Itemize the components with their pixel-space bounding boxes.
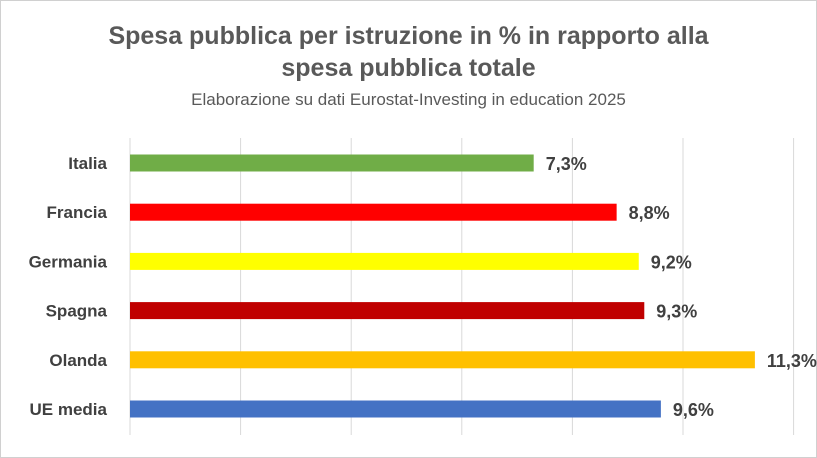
category-label: Francia [47,203,108,222]
data-label: 9,3% [656,302,697,322]
bar [130,400,661,418]
chart-title-line-1: Spesa pubblica per istruzione in % in ra… [108,22,709,50]
chart-title: Spesa pubblica per istruzione in % in ra… [0,20,817,84]
category-label: UE media [30,400,108,419]
data-label: 8,8% [629,203,670,223]
bar [130,154,534,172]
chart-title-line-2: spesa pubblica totale [281,54,536,82]
data-label: 7,3% [546,154,587,174]
bar [130,203,617,221]
category-label: Spagna [46,302,108,321]
data-label: 11,3% [767,351,817,371]
category-label: Italia [68,154,107,173]
bar [130,351,755,369]
bar [130,302,645,320]
category-label: Germania [29,252,108,271]
chart-subtitle: Elaborazione su dati Eurostat-Investing … [191,90,626,109]
data-label: 9,6% [673,400,714,420]
category-label: Olanda [49,351,107,370]
data-label: 9,2% [651,252,692,272]
bar [130,252,639,270]
